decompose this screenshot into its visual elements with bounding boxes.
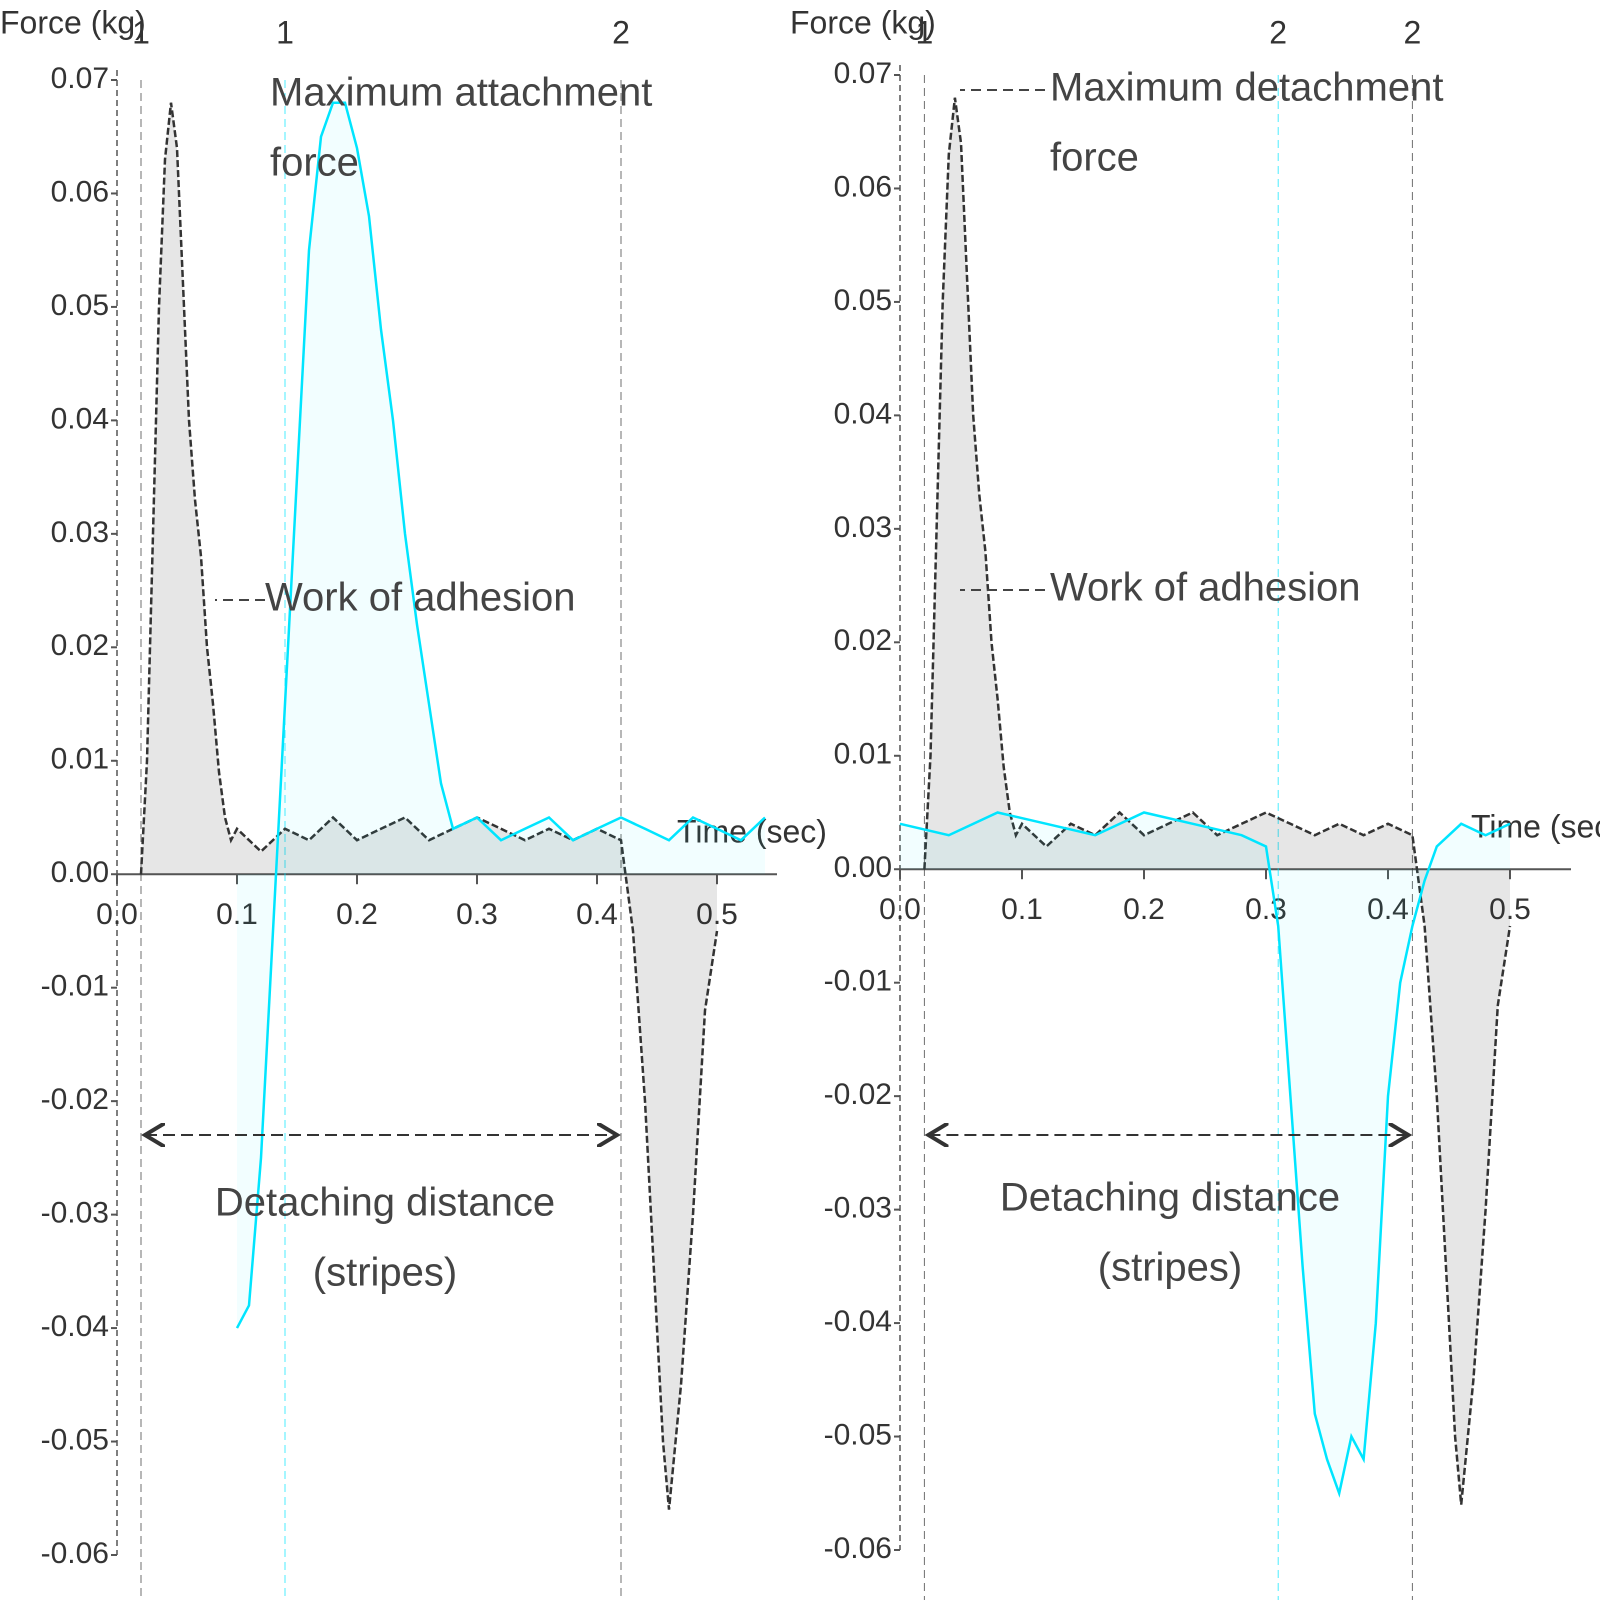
y-tick-label: -0.04 bbox=[41, 1310, 109, 1343]
y-tick-label: -0.06 bbox=[41, 1537, 109, 1570]
y-tick-label: -0.06 bbox=[824, 1532, 892, 1565]
x-tick-label: 0.4 bbox=[1367, 893, 1409, 926]
y-tick-label: 0.03 bbox=[51, 516, 109, 549]
annotation: (stripes) bbox=[1098, 1246, 1242, 1290]
y-tick-label: 0.07 bbox=[51, 62, 109, 95]
y-tick-label: -0.02 bbox=[824, 1078, 892, 1111]
annotation: Maximum attachment bbox=[270, 71, 652, 115]
y-tick-label: -0.02 bbox=[41, 1083, 109, 1116]
x-tick-label: 0.2 bbox=[336, 898, 378, 931]
y-tick-label: 0.00 bbox=[834, 851, 892, 884]
area bbox=[237, 102, 765, 1329]
y-tick-label: 0.00 bbox=[51, 856, 109, 889]
x-axis-label: Time (sec) bbox=[1471, 809, 1600, 845]
x-tick-label: 0.3 bbox=[456, 898, 498, 931]
x-tick-label: 0.4 bbox=[576, 898, 618, 931]
y-tick-label: -0.05 bbox=[824, 1418, 892, 1451]
y-tick-label: 0.02 bbox=[834, 624, 892, 657]
x-tick-label: 0.0 bbox=[96, 898, 138, 931]
y-axis-label: Force (kg) bbox=[0, 4, 146, 40]
annotation: Maximum detachment bbox=[1050, 66, 1443, 110]
annotation: Work of adhesion bbox=[1050, 566, 1361, 610]
y-tick-label: 0.06 bbox=[834, 170, 892, 203]
x-tick-label: 0.5 bbox=[1489, 893, 1531, 926]
y-tick-label: 0.01 bbox=[51, 743, 109, 776]
x-tick-label: 0.1 bbox=[1001, 893, 1043, 926]
y-tick-label: -0.01 bbox=[824, 965, 892, 998]
y-tick-label: -0.05 bbox=[41, 1423, 109, 1456]
line bbox=[139, 102, 719, 1510]
annotation: Work of adhesion bbox=[265, 576, 576, 620]
y-tick-label: 0.05 bbox=[834, 284, 892, 317]
annotation: force bbox=[270, 141, 359, 185]
area bbox=[924, 97, 1510, 1505]
y-axis-label: Force (kg) bbox=[790, 4, 936, 40]
y-tick-label: 0.04 bbox=[51, 402, 109, 435]
annotation: (stripes) bbox=[313, 1251, 457, 1295]
y-tick-label: 0.07 bbox=[834, 57, 892, 90]
line bbox=[899, 811, 1511, 1498]
y-tick-label: 0.06 bbox=[51, 175, 109, 208]
x-tick-label: 0.3 bbox=[1245, 893, 1287, 926]
line bbox=[235, 101, 766, 1329]
y-tick-label: 0.05 bbox=[51, 289, 109, 322]
y-tick-label: -0.01 bbox=[41, 970, 109, 1003]
x-tick-label: 0.1 bbox=[216, 898, 258, 931]
marker-label: 2 bbox=[1404, 14, 1422, 50]
y-tick-label: 0.01 bbox=[834, 738, 892, 771]
y-tick-label: -0.04 bbox=[824, 1305, 892, 1338]
x-tick-label: 0.5 bbox=[696, 898, 738, 931]
annotation: Detaching distance bbox=[1000, 1176, 1340, 1220]
marker-label: 1 bbox=[276, 14, 294, 50]
marker-label: 2 bbox=[612, 14, 630, 50]
y-tick-label: 0.04 bbox=[834, 397, 892, 430]
marker-label: 1 bbox=[132, 14, 150, 50]
x-tick-label: 0.0 bbox=[879, 893, 921, 926]
annotation: Detaching distance bbox=[215, 1181, 555, 1225]
x-tick-label: 0.2 bbox=[1123, 893, 1165, 926]
y-tick-label: 0.02 bbox=[51, 629, 109, 662]
marker-label: 1 bbox=[916, 14, 934, 50]
x-axis-label: Time (sec) bbox=[677, 814, 827, 850]
area bbox=[900, 812, 1510, 1494]
annotation: force bbox=[1050, 136, 1139, 180]
line bbox=[923, 97, 1512, 1505]
y-tick-label: -0.03 bbox=[41, 1197, 109, 1230]
y-tick-label: -0.03 bbox=[824, 1192, 892, 1225]
y-tick-label: 0.03 bbox=[834, 511, 892, 544]
marker-label: 2 bbox=[1269, 14, 1287, 50]
